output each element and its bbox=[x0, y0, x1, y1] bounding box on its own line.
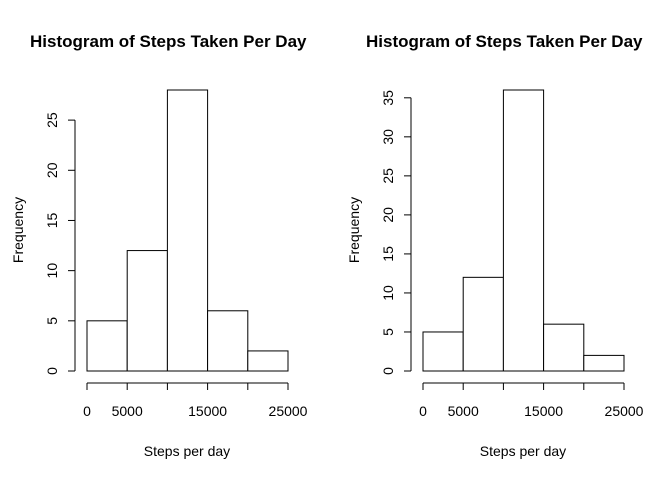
y-tick-label: 10 bbox=[44, 263, 60, 279]
x-tick-label: 25000 bbox=[269, 403, 308, 419]
histogram-bar bbox=[207, 310, 249, 372]
y-tick-label: 20 bbox=[380, 207, 396, 223]
chart-title: Histogram of Steps Taken Per Day bbox=[30, 32, 307, 51]
x-tick-label: 25000 bbox=[605, 403, 644, 419]
y-tick-label: 5 bbox=[380, 328, 396, 336]
y-tick-label: 10 bbox=[380, 285, 396, 301]
x-tick-label: 5000 bbox=[112, 403, 143, 419]
histogram-bar bbox=[543, 323, 585, 372]
y-axis-label: Frequency bbox=[346, 197, 362, 263]
x-tick-label: 0 bbox=[83, 403, 91, 419]
y-tick-label: 20 bbox=[44, 162, 60, 178]
histogram-bar bbox=[502, 89, 545, 372]
y-tick-label: 25 bbox=[44, 112, 60, 128]
histogram-bar bbox=[166, 89, 209, 372]
histogram-bar bbox=[86, 320, 128, 372]
histogram-bar bbox=[583, 354, 625, 372]
x-tick-label: 5000 bbox=[448, 403, 479, 419]
histogram-bar bbox=[422, 331, 464, 372]
y-tick-label: 35 bbox=[380, 90, 396, 106]
x-tick-label: 0 bbox=[419, 403, 427, 419]
y-axis-label: Frequency bbox=[10, 197, 26, 263]
x-tick-label: 15000 bbox=[524, 403, 563, 419]
histogram-panel-right: Histogram of Steps Taken Per Day 0 5 10 15 20… bbox=[346, 32, 644, 459]
y-tick-label: 15 bbox=[380, 246, 396, 262]
x-axis-label: Steps per day bbox=[144, 443, 230, 459]
histogram-panel-left: Histogram of Steps Taken Per Day 0 5 10 15 20… bbox=[10, 32, 308, 459]
x-axis-label: Steps per day bbox=[480, 443, 566, 459]
y-tick-label: 30 bbox=[380, 129, 396, 145]
histogram-bar bbox=[462, 276, 504, 372]
y-tick-label: 25 bbox=[380, 168, 396, 184]
x-tick-label: 15000 bbox=[188, 403, 227, 419]
histogram-bar bbox=[247, 350, 289, 372]
y-tick-label: 5 bbox=[44, 317, 60, 325]
y-tick-label: 0 bbox=[380, 367, 396, 375]
chart-title: Histogram of Steps Taken Per Day bbox=[366, 32, 643, 51]
y-tick-label: 0 bbox=[44, 367, 60, 375]
y-tick-label: 15 bbox=[44, 212, 60, 228]
histogram-bar bbox=[126, 250, 168, 372]
